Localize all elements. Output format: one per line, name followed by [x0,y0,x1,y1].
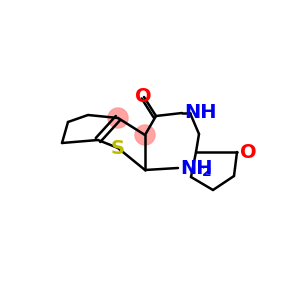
Text: NH: NH [184,103,217,122]
Text: S: S [111,139,125,158]
Circle shape [135,125,155,145]
Text: O: O [240,142,256,161]
Text: NH: NH [180,158,212,178]
Text: O: O [135,88,151,106]
Text: 2: 2 [202,165,212,179]
Circle shape [108,108,128,128]
